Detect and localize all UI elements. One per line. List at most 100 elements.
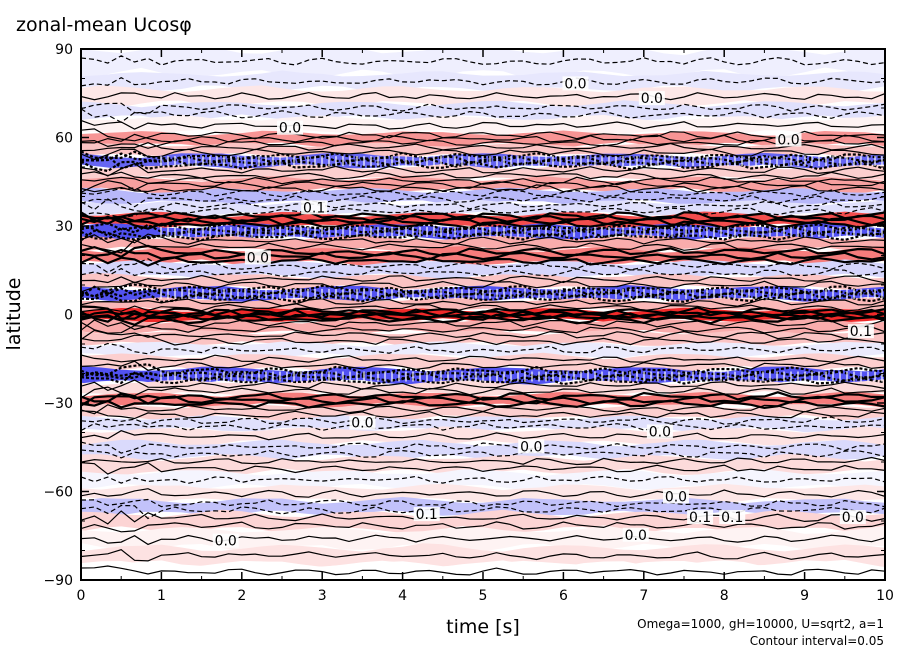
y-tick-label: 30 (55, 219, 73, 235)
x-tick-label: 3 (318, 588, 327, 604)
contour-line (81, 510, 885, 525)
contour-line (81, 233, 885, 245)
contour-line (81, 77, 885, 87)
contour-line (81, 222, 885, 232)
contour-line (81, 399, 885, 410)
contour-line (81, 488, 885, 498)
contour-line (81, 565, 885, 576)
x-axis-title: time [s] (446, 616, 520, 638)
contour-line (81, 319, 885, 331)
contour-line (81, 244, 885, 259)
contour-label: 0.1 (721, 510, 743, 526)
contour-label: 0.0 (564, 76, 586, 92)
contour-label: 0.0 (247, 250, 269, 266)
y-tick-label: −60 (43, 485, 73, 501)
contour-label: 0.0 (777, 132, 799, 148)
contour-label-bg (413, 507, 440, 522)
x-tick-label: 6 (559, 588, 568, 604)
contour-line (81, 91, 885, 101)
contour-label-bg (662, 489, 689, 504)
contour-label-bg (687, 510, 714, 525)
contour-line (81, 102, 885, 115)
contour-line (81, 267, 885, 278)
contour-label: 0.0 (351, 416, 373, 432)
contour-line (81, 422, 885, 432)
contour-line (81, 184, 885, 193)
heatmap-band (81, 560, 885, 580)
contour-line (81, 395, 885, 407)
contour-line (81, 410, 885, 420)
contour-lines (81, 55, 885, 576)
contour-label-bg (847, 324, 874, 339)
contour-label-bg (349, 415, 376, 430)
contour-line (81, 255, 885, 267)
contour-line (81, 456, 885, 466)
contour-line (81, 298, 885, 307)
contour-line (81, 302, 885, 313)
contour-line (81, 314, 885, 326)
contour-label: 0.0 (641, 91, 663, 107)
x-tick-label: 5 (479, 588, 488, 604)
contour-label: 0.1 (850, 324, 872, 340)
contour-label: 0.0 (665, 489, 687, 505)
x-tick-label: 9 (800, 588, 809, 604)
contour-label: 0.1 (303, 200, 325, 216)
contour-labels: 0.0 0.0 0.0 0.0 0.1 0.0 0.1 0.0 0.0 0.0 0.0 0.1 0.1 0… (212, 76, 874, 550)
heatmap-band (81, 234, 885, 252)
contour-line (81, 211, 885, 225)
contour-line (81, 305, 885, 320)
heatmap-band (81, 273, 885, 291)
y-tick-label: 90 (55, 42, 73, 58)
contour-line (81, 216, 885, 230)
contour-line (81, 171, 885, 180)
contour-line (81, 386, 885, 399)
contour-label-bg (839, 510, 866, 525)
contour-line (81, 228, 885, 240)
contour-label-bg (562, 76, 589, 91)
contour-label-bg (638, 91, 665, 106)
contour-line (81, 504, 885, 520)
contour-line (81, 292, 885, 304)
contour-line (81, 179, 885, 193)
jet-hatching (160, 288, 883, 299)
contour-line (81, 274, 885, 284)
contour-line (81, 475, 885, 484)
x-axis-ticks: 0 1 2 3 4 5 6 7 8 9 10 (77, 49, 894, 604)
contour-line (81, 187, 885, 199)
contour-line (81, 211, 885, 221)
contour-line (81, 119, 885, 130)
contour-line (81, 334, 885, 346)
contour-label: 0.1 (416, 507, 438, 523)
contour-label-bg (775, 132, 802, 147)
contour-label: 0.0 (279, 121, 301, 137)
contour-line (81, 162, 885, 177)
contour-line (81, 498, 885, 508)
contour-line (81, 321, 885, 334)
contour-line (81, 133, 885, 144)
contour-line (81, 329, 885, 340)
heatmap-band (81, 259, 885, 280)
contour-label: 0.0 (625, 528, 647, 544)
contour-line (81, 363, 885, 377)
contour-label: 0.0 (649, 425, 671, 441)
contour-line (81, 285, 885, 298)
contour-line (81, 371, 885, 386)
contour-label: 0.0 (842, 510, 864, 526)
contour-line (81, 207, 885, 219)
contour-line (81, 128, 885, 142)
heatmap-band (81, 379, 885, 397)
x-tick-label: 7 (639, 588, 648, 604)
x-tick-label: 0 (77, 588, 86, 604)
contour-label-bg (719, 510, 746, 525)
contour-line (81, 194, 885, 208)
x-tick-label: 10 (876, 588, 894, 604)
jet-hatching (160, 226, 883, 237)
contour-line (81, 154, 885, 170)
contour-label-bg (646, 424, 673, 439)
jet-hatching (160, 156, 883, 167)
y-axis-ticks: −90 −60 −30 0 30 60 90 (43, 42, 885, 589)
contour-label-bg (277, 120, 304, 135)
contour-label: 0.0 (215, 534, 237, 550)
contour-line (81, 430, 885, 441)
